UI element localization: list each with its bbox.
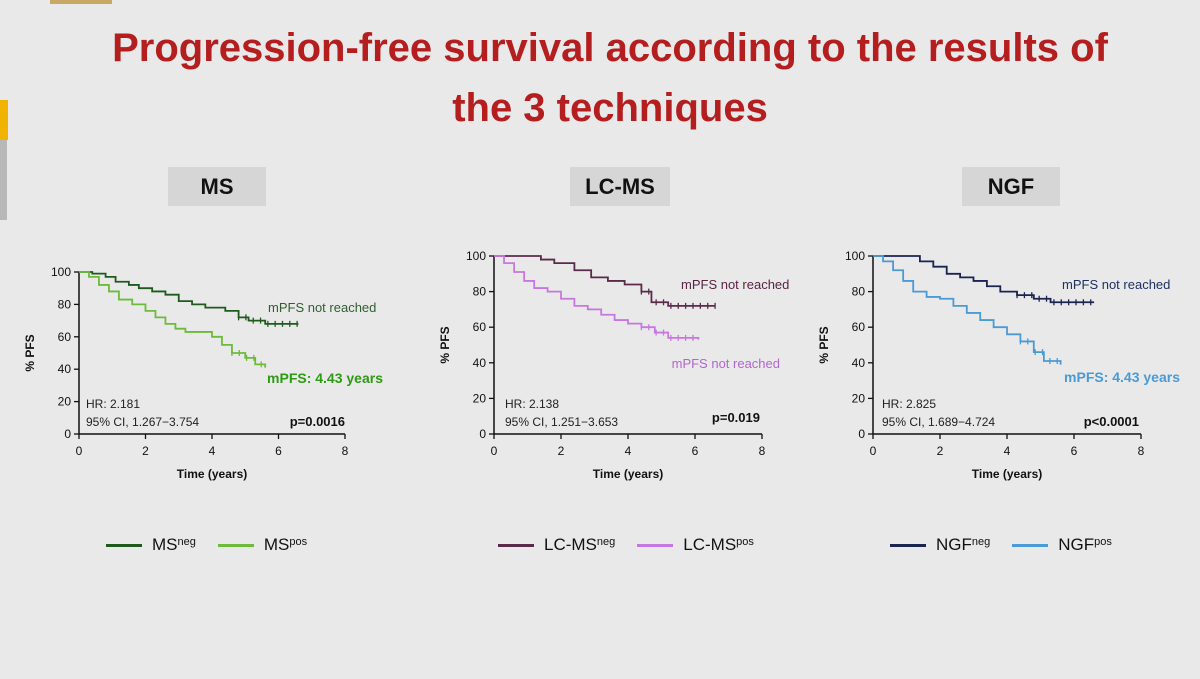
chart-ngf-y-tick-label: 80 <box>852 285 866 299</box>
chart-ngf-x-tick-label: 8 <box>1138 444 1145 458</box>
chart-ngf-x-tick-label: 6 <box>1071 444 1078 458</box>
legend-swatch-ngf-pos <box>1012 543 1049 547</box>
chart-lc-ms-p-value: p=0.019 <box>712 410 760 425</box>
chart-lc-ms-hazard-ratio: HR: 2.138 <box>505 397 559 411</box>
page-title-line-2: the 3 techniques <box>452 86 768 130</box>
legend-item-ngf-neg: NGF neg <box>890 535 990 555</box>
chart-ms-y-axis-label: % PFS <box>23 334 37 371</box>
page-title: Progression-free survival according to t… <box>0 18 1200 138</box>
chart-lc-ms-x-tick-label: 0 <box>491 444 498 458</box>
chart-ngf-annotation-0: mPFS not reached <box>1062 277 1170 292</box>
chart-ms-annotation-1: mPFS: 4.43 years <box>267 370 383 386</box>
chart-ngf-y-axis-label: % PFS <box>817 326 831 363</box>
chart-ngf-y-tick-label: 20 <box>852 391 866 405</box>
chart-lc-ms-annotation-0: mPFS not reached <box>681 277 789 292</box>
chart-ngf-confidence-interval: 95% CI, 1.689−4.724 <box>882 415 995 429</box>
legend-item-lc-ms-neg: LC-MS neg <box>498 535 615 555</box>
chart-ms-confidence-interval: 95% CI, 1.267−3.754 <box>86 415 199 429</box>
legend-item-ngf-pos: NGF pos <box>1012 535 1112 555</box>
chart-lc-ms-y-axis-label: % PFS <box>438 326 452 363</box>
legend-item-ms-neg: MS neg <box>106 535 196 555</box>
legend-label-lc-ms-pos: LC-MS <box>683 535 737 554</box>
legend-label-ngf-pos: NGF <box>1058 535 1095 554</box>
chart-lc-ms-y-tick-label: 0 <box>479 427 486 441</box>
panel-label-ms: MS <box>168 167 266 206</box>
panel-label-lc-ms: LC-MS <box>570 167 670 206</box>
chart-lc-ms-x-tick-label: 2 <box>558 444 565 458</box>
chart-lc-ms-y-tick-label: 40 <box>473 356 487 370</box>
legend-ngf: NGF neg NGF pos <box>890 533 1134 557</box>
chart-lc-ms-x-tick-label: 8 <box>759 444 766 458</box>
chart-ngf-y-tick-label: 60 <box>852 320 866 334</box>
legend-swatch-ms-neg <box>106 543 142 547</box>
chart-ms-y-tick-label: 20 <box>58 395 72 409</box>
legend-sup-ms-pos: pos <box>289 536 308 548</box>
legend-sup-lc-ms-neg: neg <box>596 536 616 548</box>
chart-lc-ms-y-tick-label: 60 <box>473 320 487 334</box>
chart-ngf-x-tick-label: 4 <box>1004 444 1011 458</box>
chart-lc-ms-y-tick-label: 20 <box>473 391 487 405</box>
chart-ms-hazard-ratio: HR: 2.181 <box>86 397 140 411</box>
chart-ms-series-pos-curve <box>79 271 267 368</box>
chart-ngf-y-tick-label: 100 <box>845 249 865 263</box>
legend-label-ms-pos: MS <box>263 535 290 554</box>
chart-ngf-y-tick-label: 40 <box>852 356 866 370</box>
legend-sup-ngf-pos: pos <box>1094 536 1112 548</box>
chart-lc-ms-x-tick-label: 4 <box>625 444 632 458</box>
chart-lc-ms-annotation-1: mPFS not reached <box>672 356 780 371</box>
chart-ms-p-value: p=0.0016 <box>290 414 345 429</box>
chart-ngf-x-axis-label: Time (years) <box>972 467 1042 481</box>
legend-label-ngf-neg: NGF <box>936 535 972 554</box>
legend-lc-ms: LC-MS neg LC-MS pos <box>498 533 776 557</box>
chart-lc-ms-y-tick-label: 80 <box>473 285 487 299</box>
chart-ngf-series-pos-curve <box>873 255 1062 365</box>
chart-lc-ms-confidence-interval: 95% CI, 1.251−3.653 <box>505 415 618 429</box>
legend-sup-ngf-neg: neg <box>971 536 991 548</box>
chart-lc-ms-series-neg-curve <box>494 255 716 307</box>
legend-item-lc-ms-pos: LC-MS pos <box>637 535 754 555</box>
page-title-line-1: Progression-free survival according to t… <box>112 26 1108 70</box>
chart-ngf-hazard-ratio: HR: 2.825 <box>882 397 936 411</box>
chart-lc-ms-x-tick-label: 6 <box>692 444 699 458</box>
panel-label-ngf: NGF <box>962 167 1060 206</box>
legend-swatch-ms-pos <box>217 543 254 547</box>
chart-ms-x-tick-label: 8 <box>342 444 349 458</box>
chart-ms-y-tick-label: 100 <box>51 265 71 279</box>
left-accent-bar <box>0 100 8 140</box>
chart-ngf-series-neg-curve <box>873 255 1095 304</box>
chart-ms-x-tick-label: 6 <box>275 444 282 458</box>
chart-ngf-annotation-1: mPFS: 4.43 years <box>1064 369 1180 385</box>
chart-ms-y-tick-label: 0 <box>64 427 71 441</box>
chart-ngf-y-tick-label: 0 <box>858 427 865 441</box>
legend-swatch-lc-ms-neg <box>498 543 534 547</box>
chart-ms-x-tick-label: 4 <box>209 444 216 458</box>
legend-sup-ms-neg: neg <box>177 536 196 548</box>
top-tab-gold <box>50 0 112 4</box>
legend-swatch-ngf-neg <box>890 543 926 547</box>
chart-ngf-p-value: p<0.0001 <box>1084 414 1139 429</box>
chart-ms-annotation-0: mPFS not reached <box>268 300 376 315</box>
left-accent-bar-grey <box>0 140 7 220</box>
chart-ngf-x-tick-label: 2 <box>937 444 944 458</box>
legend-label-lc-ms-neg: LC-MS <box>544 535 597 554</box>
legend-ms: MS neg MS pos <box>106 533 329 557</box>
chart-ms-x-tick-label: 0 <box>76 444 83 458</box>
legend-sup-lc-ms-pos: pos <box>736 536 754 548</box>
chart-ms-series-neg-curve <box>79 271 299 325</box>
chart-ms-y-tick-label: 80 <box>58 297 72 311</box>
chart-ms-x-axis-label: Time (years) <box>177 467 247 481</box>
chart-lc-ms-y-tick-label: 100 <box>466 249 486 263</box>
chart-lc-ms-x-axis-label: Time (years) <box>593 467 663 481</box>
chart-ms-y-tick-label: 60 <box>58 330 72 344</box>
legend-swatch-lc-ms-pos <box>637 543 674 547</box>
chart-lc-ms-series-pos-curve <box>494 255 700 340</box>
chart-ngf-x-tick-label: 0 <box>870 444 877 458</box>
legend-item-ms-pos: MS pos <box>217 535 308 555</box>
chart-ms-y-tick-label: 40 <box>58 362 72 376</box>
chart-ms-x-tick-label: 2 <box>142 444 149 458</box>
legend-label-ms-neg: MS <box>152 535 178 554</box>
